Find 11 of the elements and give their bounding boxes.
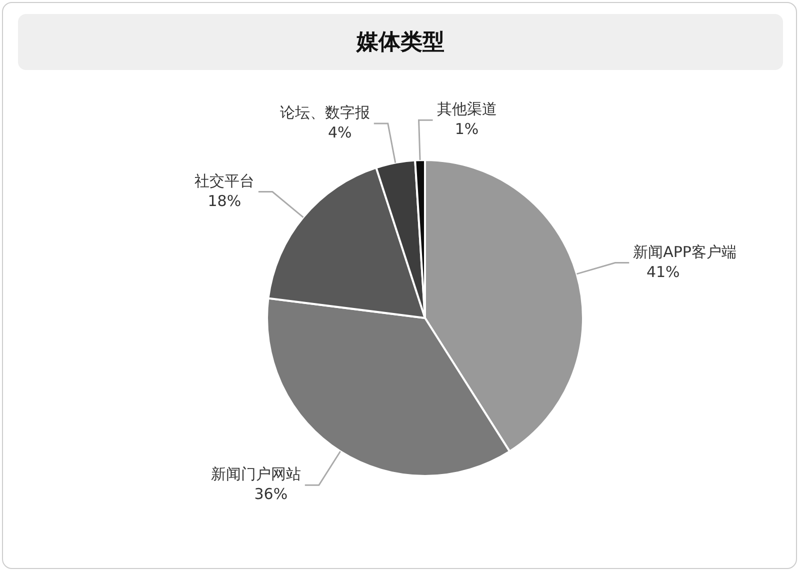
slice-label: 论坛、数字报 [280,104,370,122]
slice-label: 新闻门户网站 [210,465,301,484]
slice-label: 新闻APP客户端 [633,242,736,261]
slice-label: 社交平台 [194,172,254,190]
slice-label: 其他渠道 [436,100,497,118]
data-label: 18% [208,192,242,210]
data-label: 1% [454,120,479,138]
data-label: 4% [328,124,352,142]
chart-title: 媒体类型 [18,14,783,70]
data-label: 41% [646,262,680,281]
data-label: 36% [254,485,288,504]
